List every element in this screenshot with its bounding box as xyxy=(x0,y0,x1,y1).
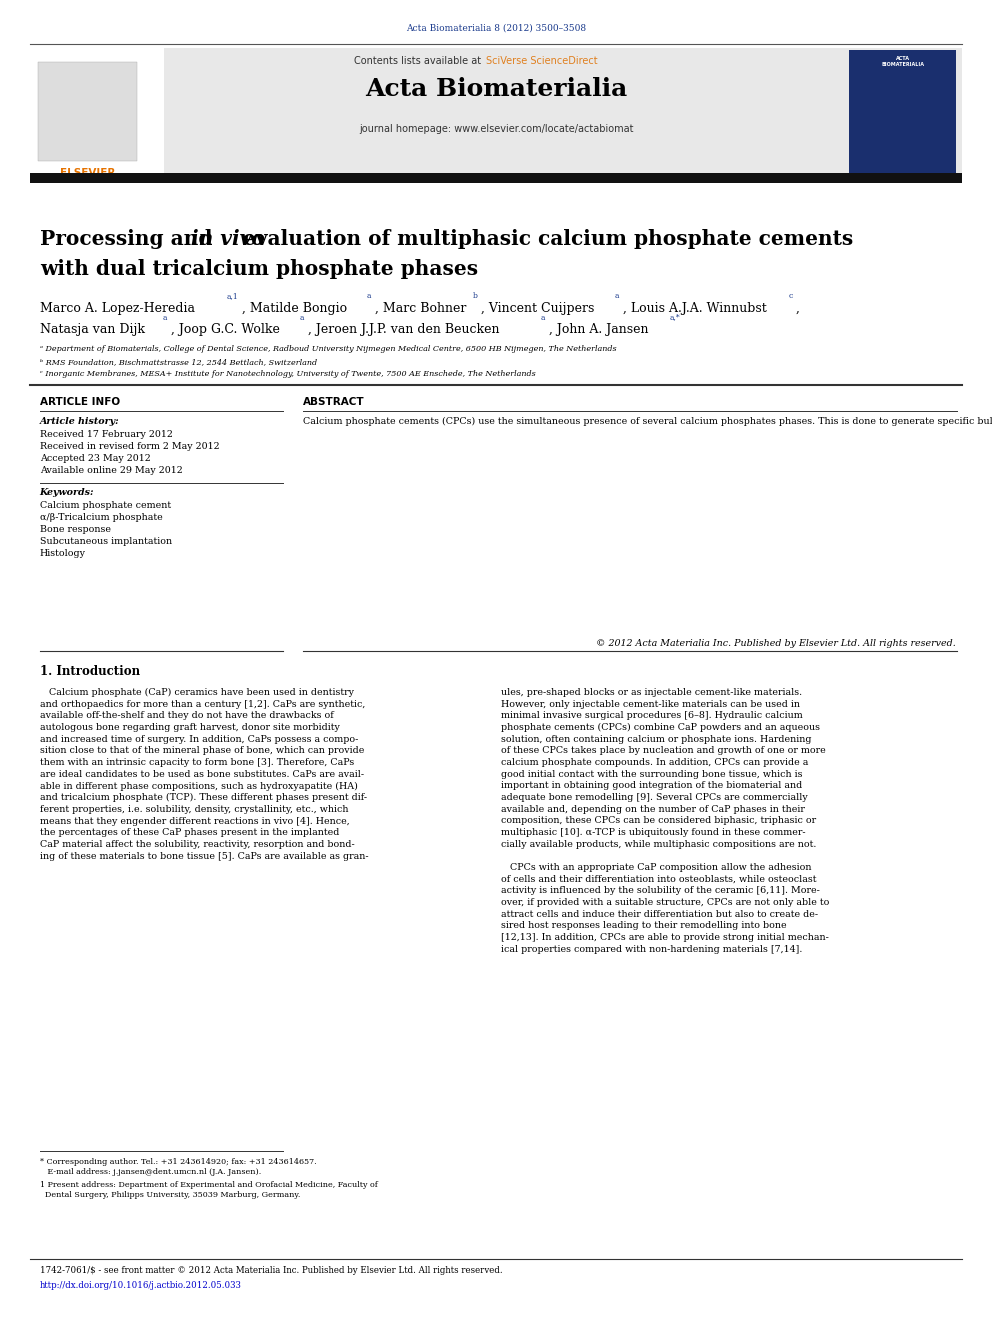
FancyBboxPatch shape xyxy=(38,62,137,161)
Text: Available online 29 May 2012: Available online 29 May 2012 xyxy=(40,466,183,475)
Text: Received 17 February 2012: Received 17 February 2012 xyxy=(40,430,173,439)
Text: Processing and: Processing and xyxy=(40,229,219,249)
Text: a: a xyxy=(163,314,168,321)
Text: , John A. Jansen: , John A. Jansen xyxy=(549,323,648,336)
Text: 1742-7061/$ - see front matter © 2012 Acta Materialia Inc. Published by Elsevier: 1742-7061/$ - see front matter © 2012 Ac… xyxy=(40,1266,502,1275)
Text: Article history:: Article history: xyxy=(40,417,119,426)
Text: , Marc Bohner: , Marc Bohner xyxy=(375,302,466,315)
Text: evaluation of multiphasic calcium phosphate cements: evaluation of multiphasic calcium phosph… xyxy=(236,229,853,249)
Text: Marco A. Lopez-Heredia: Marco A. Lopez-Heredia xyxy=(40,302,194,315)
Text: http://dx.doi.org/10.1016/j.actbio.2012.05.033: http://dx.doi.org/10.1016/j.actbio.2012.… xyxy=(40,1281,242,1290)
Text: Acta Biomaterialia 8 (2012) 3500–3508: Acta Biomaterialia 8 (2012) 3500–3508 xyxy=(406,24,586,33)
Text: , Jeroen J.J.P. van den Beucken: , Jeroen J.J.P. van den Beucken xyxy=(308,323,499,336)
Text: ᵃ Department of Biomaterials, College of Dental Science, Radboud University Nijm: ᵃ Department of Biomaterials, College of… xyxy=(40,345,616,353)
Text: ᵇ RMS Foundation, Bischmattstrasse 12, 2544 Bettlach, Switzerland: ᵇ RMS Foundation, Bischmattstrasse 12, 2… xyxy=(40,359,316,366)
Text: a: a xyxy=(541,314,546,321)
Text: , Joop G.C. Wolke: , Joop G.C. Wolke xyxy=(171,323,280,336)
Text: ARTICLE INFO: ARTICLE INFO xyxy=(40,397,120,407)
Text: Calcium phosphate (CaP) ceramics have been used in dentistry
and orthopaedics fo: Calcium phosphate (CaP) ceramics have be… xyxy=(40,688,368,861)
Text: , Matilde Bongio: , Matilde Bongio xyxy=(242,302,347,315)
Text: ABSTRACT: ABSTRACT xyxy=(303,397,364,407)
Text: Contents lists available at: Contents lists available at xyxy=(354,56,484,66)
Text: a: a xyxy=(615,292,620,300)
FancyBboxPatch shape xyxy=(30,173,962,183)
Text: Keywords:: Keywords: xyxy=(40,488,94,497)
Text: Calcium phosphate cements (CPCs) use the simultaneous presence of several calciu: Calcium phosphate cements (CPCs) use the… xyxy=(303,417,992,426)
Text: Accepted 23 May 2012: Accepted 23 May 2012 xyxy=(40,454,151,463)
Text: Calcium phosphate cement: Calcium phosphate cement xyxy=(40,501,171,511)
Text: , Vincent Cuijpers: , Vincent Cuijpers xyxy=(481,302,594,315)
Text: ACTA
BIOMATERIALIA: ACTA BIOMATERIALIA xyxy=(881,56,925,66)
Text: 1. Introduction: 1. Introduction xyxy=(40,665,140,679)
Text: Received in revised form 2 May 2012: Received in revised form 2 May 2012 xyxy=(40,442,219,451)
Text: Histology: Histology xyxy=(40,549,85,558)
Text: Bone response: Bone response xyxy=(40,525,111,534)
Text: * Corresponding author. Tel.: +31 243614920; fax: +31 243614657.: * Corresponding author. Tel.: +31 243614… xyxy=(40,1158,316,1166)
Text: ᶜ Inorganic Membranes, MESA+ Institute for Nanotechnology, University of Twente,: ᶜ Inorganic Membranes, MESA+ Institute f… xyxy=(40,370,536,378)
Text: , Louis A.J.A. Winnubst: , Louis A.J.A. Winnubst xyxy=(623,302,767,315)
FancyBboxPatch shape xyxy=(30,48,962,176)
Text: ELSEVIER: ELSEVIER xyxy=(60,168,115,179)
Text: Acta Biomaterialia: Acta Biomaterialia xyxy=(365,77,627,101)
Text: a: a xyxy=(367,292,372,300)
Text: Natasja van Dijk: Natasja van Dijk xyxy=(40,323,145,336)
Text: in vivo: in vivo xyxy=(191,229,265,249)
Text: SciVerse ScienceDirect: SciVerse ScienceDirect xyxy=(486,56,598,66)
Text: b: b xyxy=(473,292,478,300)
Text: a,1: a,1 xyxy=(226,292,238,300)
Text: α/β-Tricalcium phosphate: α/β-Tricalcium phosphate xyxy=(40,513,163,523)
Text: E-mail address: j.jansen@dent.umcn.nl (J.A. Jansen).: E-mail address: j.jansen@dent.umcn.nl (J… xyxy=(40,1168,261,1176)
Text: ,: , xyxy=(796,302,800,315)
Text: 1 Present address: Department of Experimental and Orofacial Medicine, Faculty of: 1 Present address: Department of Experim… xyxy=(40,1181,377,1199)
Text: a,*: a,* xyxy=(670,314,681,321)
Text: with dual tricalcium phosphate phases: with dual tricalcium phosphate phases xyxy=(40,259,478,279)
Text: journal homepage: www.elsevier.com/locate/actabiomat: journal homepage: www.elsevier.com/locat… xyxy=(359,124,633,135)
Text: Subcutaneous implantation: Subcutaneous implantation xyxy=(40,537,172,546)
FancyBboxPatch shape xyxy=(30,48,164,176)
FancyBboxPatch shape xyxy=(849,50,956,175)
Text: c: c xyxy=(789,292,793,300)
Text: a: a xyxy=(300,314,305,321)
Text: © 2012 Acta Materialia Inc. Published by Elsevier Ltd. All rights reserved.: © 2012 Acta Materialia Inc. Published by… xyxy=(595,639,955,648)
Text: ules, pre-shaped blocks or as injectable cement-like materials.
However, only in: ules, pre-shaped blocks or as injectable… xyxy=(501,688,829,954)
